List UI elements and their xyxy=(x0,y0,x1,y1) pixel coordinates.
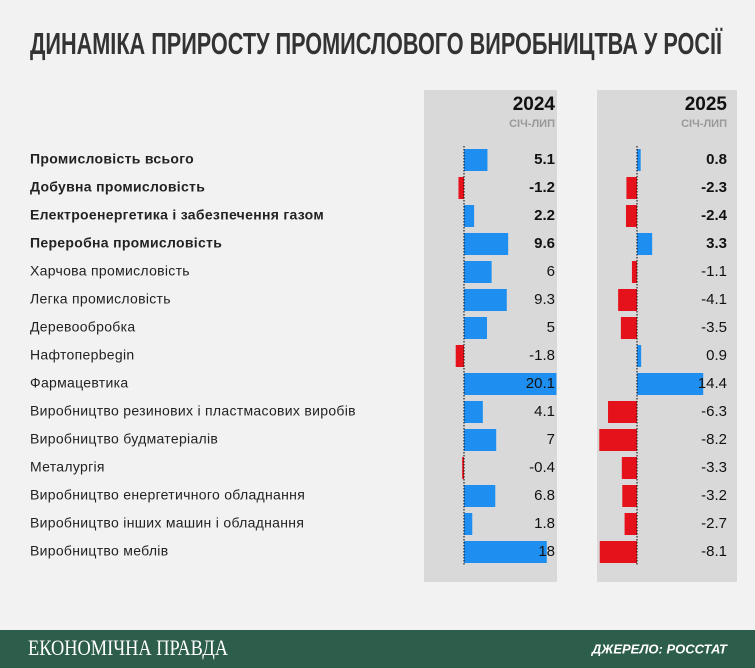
bar xyxy=(464,541,547,563)
value-label: 7 xyxy=(547,431,555,448)
bar xyxy=(618,289,637,311)
chart-title: ДИНАМІКА ПРИРОСТУ ПРОМИСЛОВОГО ВИРОБНИЦТ… xyxy=(30,26,723,61)
bar xyxy=(599,541,637,563)
category-label: Виробництво меблів xyxy=(30,543,168,559)
category-label: Виробництво інших машин і обладнання xyxy=(30,515,304,531)
bar xyxy=(464,149,488,171)
bar xyxy=(464,233,509,255)
category-label: Виробництво резинових і пластмасових вир… xyxy=(30,403,356,419)
category-label: Добувна промисловість xyxy=(30,179,205,195)
series-name: 2025 xyxy=(685,94,728,115)
bar xyxy=(621,457,637,479)
bar xyxy=(608,401,637,423)
value-label: -6.3 xyxy=(701,403,727,420)
bar xyxy=(464,485,496,507)
bar xyxy=(626,177,637,199)
bar xyxy=(464,317,487,339)
category-label: Деревообробка xyxy=(30,319,135,335)
bar xyxy=(458,177,464,199)
value-label: -2.7 xyxy=(701,515,727,532)
value-label: -4.1 xyxy=(701,291,727,308)
value-label: -3.2 xyxy=(701,487,727,504)
value-label: 18 xyxy=(538,543,555,560)
bar xyxy=(464,289,507,311)
category-label: Виробництво енергетичного обладнання xyxy=(30,487,305,503)
value-label: -1.2 xyxy=(529,179,555,196)
bar xyxy=(637,233,653,255)
bar xyxy=(464,429,497,451)
value-label: 4.1 xyxy=(534,403,555,420)
value-label: -2.3 xyxy=(701,179,727,196)
value-label: -2.4 xyxy=(701,207,728,224)
category-label: Харчова промисловість xyxy=(30,263,190,279)
series-name: 2024 xyxy=(513,94,556,115)
footer-brand: ЕКОНОМІЧНА ПРАВДА xyxy=(28,635,228,660)
value-label: 1.8 xyxy=(534,515,555,532)
bar xyxy=(622,485,637,507)
bar xyxy=(631,261,637,283)
bar xyxy=(637,373,704,395)
bar xyxy=(624,513,637,535)
bar xyxy=(464,401,483,423)
value-label: -1.8 xyxy=(529,347,555,364)
value-label: 3.3 xyxy=(706,235,727,252)
bar xyxy=(637,149,641,171)
bar xyxy=(625,205,637,227)
value-label: 5.1 xyxy=(534,151,555,168)
bar xyxy=(637,345,642,367)
bar xyxy=(464,261,492,283)
category-label: Фармацевтика xyxy=(30,375,128,391)
category-label: Виробництво будматеріалів xyxy=(30,431,218,447)
value-label: -1.1 xyxy=(701,263,727,280)
footer-band xyxy=(0,630,755,668)
bar xyxy=(464,373,557,395)
category-label: Промисловість всього xyxy=(30,151,194,167)
bar xyxy=(464,513,473,535)
series-period: СІЧ-ЛИП xyxy=(509,118,555,130)
value-label: -8.2 xyxy=(701,431,727,448)
category-label: Металургія xyxy=(30,459,105,475)
value-label: 0.9 xyxy=(706,347,727,364)
value-label: -3.5 xyxy=(701,319,727,336)
value-label: 2.2 xyxy=(534,207,555,224)
value-label: 6.8 xyxy=(534,487,555,504)
value-label: 9.3 xyxy=(534,291,555,308)
bar xyxy=(620,317,637,339)
category-label: Електроенергетика і забезпечення газом xyxy=(30,207,324,223)
value-label: 6 xyxy=(547,263,555,280)
category-label: Нафтоперbegin xyxy=(30,347,134,363)
category-label: Легка промисловість xyxy=(30,291,171,307)
value-label: 5 xyxy=(547,319,555,336)
panel xyxy=(597,90,737,582)
bar xyxy=(455,345,464,367)
category-label: Переробна промисловість xyxy=(30,235,222,251)
value-label: -8.1 xyxy=(701,543,727,560)
value-label: 0.8 xyxy=(706,151,727,168)
footer-source: ДЖЕРЕЛО: РОССТАТ xyxy=(591,641,728,656)
value-label: -0.4 xyxy=(529,459,555,476)
value-label: 20.1 xyxy=(526,375,555,392)
value-label: 14.4 xyxy=(698,375,727,392)
value-label: 9.6 xyxy=(534,235,555,252)
value-label: -3.3 xyxy=(701,459,727,476)
series-period: СІЧ-ЛИП xyxy=(681,118,727,130)
bar xyxy=(599,429,637,451)
bar xyxy=(464,205,475,227)
bar xyxy=(462,457,464,479)
